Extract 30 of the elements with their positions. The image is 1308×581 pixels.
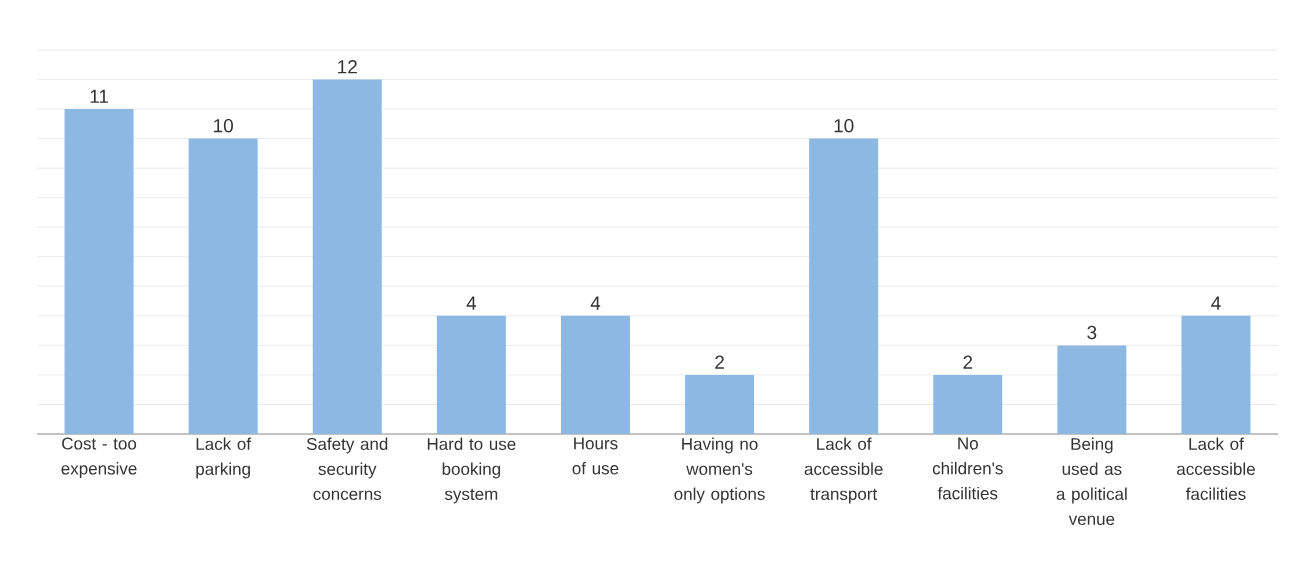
bar — [809, 138, 879, 434]
x-tick-label: Having no women's only options — [674, 437, 765, 504]
bar — [1057, 345, 1127, 434]
x-tick-label: Being used as a political venue — [1056, 437, 1127, 526]
data-label: 2 — [963, 355, 973, 369]
x-tick-label: Lack of accessible facilities — [1177, 437, 1255, 501]
x-tick-label: Safety and security concerns — [306, 437, 388, 501]
bar — [560, 315, 630, 434]
x-tick-label: No children's facilities — [932, 437, 1003, 500]
bar — [436, 315, 506, 434]
data-label: 10 — [834, 118, 854, 133]
bar — [312, 79, 382, 434]
data-label: 12 — [338, 60, 357, 74]
x-tick-label: Cost - too expensive — [61, 437, 137, 478]
x-tick-label: Hours of use — [572, 437, 619, 475]
bar — [188, 138, 258, 434]
data-label: 4 — [466, 296, 477, 310]
x-tick-label: Lack of accessible transport — [804, 437, 883, 504]
data-label: 4 — [590, 296, 601, 310]
data-label: 3 — [1087, 325, 1097, 340]
data-label: 4 — [1211, 296, 1221, 310]
data-label: 2 — [715, 355, 724, 369]
x-tick-label: Lack of parking — [196, 437, 252, 479]
bar — [1181, 315, 1251, 434]
data-label: 11 — [90, 89, 108, 103]
bar — [685, 374, 755, 434]
data-label: 10 — [214, 118, 233, 133]
bar — [64, 109, 134, 434]
x-tick-label: Hard to use booking system — [427, 437, 516, 504]
bar — [933, 374, 1003, 434]
